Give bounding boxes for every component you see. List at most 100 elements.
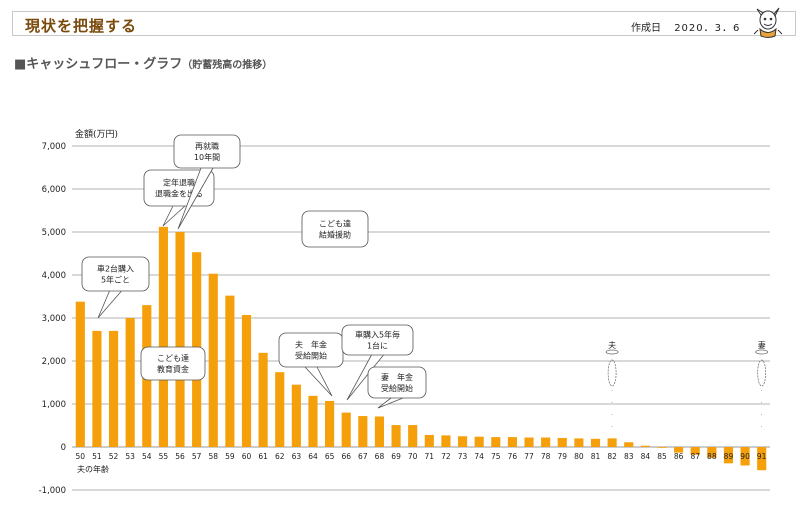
section-title: ■キャッシュフロー・グラフ（貯蓄残高の推移）	[14, 53, 272, 72]
annotation-label: 再就職 10年間	[194, 141, 220, 162]
bar	[408, 425, 418, 447]
bar	[491, 437, 501, 447]
x-tick-label: 84	[641, 452, 651, 461]
x-tick-label: 56	[175, 452, 185, 461]
x-tick-label: 65	[325, 452, 335, 461]
y-tick-label: 7,000	[42, 142, 66, 152]
x-tick-label: 82	[607, 452, 617, 461]
bar	[541, 437, 551, 447]
annotation-box	[301, 210, 369, 248]
bar	[723, 447, 734, 464]
bar	[308, 395, 318, 447]
annotation-label: 夫 年金受給開始	[295, 340, 327, 361]
bar	[358, 416, 368, 447]
bar	[690, 447, 700, 455]
marker-halo	[605, 349, 619, 355]
created-date: 2020．3．6	[674, 23, 741, 34]
annotation-label: 車購入5年毎 1台に	[355, 330, 400, 351]
bar	[374, 416, 385, 447]
annotation-label: こども達教育資金	[157, 353, 189, 374]
created-label: 作成日	[631, 23, 661, 34]
bar	[707, 447, 717, 458]
x-tick-label: 54	[142, 452, 152, 461]
x-tick-label: 81	[591, 452, 601, 461]
bar	[175, 232, 185, 447]
bar	[258, 352, 268, 447]
annotation-label: 車2台購入 5年ごと	[97, 264, 134, 285]
x-tick-label: 74	[474, 452, 484, 461]
x-tick-label: 68	[375, 452, 385, 461]
x-axis-label: 夫の年齢	[77, 465, 109, 474]
annotation-box	[140, 346, 206, 381]
x-tick-label: 91	[757, 452, 767, 461]
x-tick-label: 78	[541, 452, 551, 461]
x-tick-label: 61	[258, 452, 268, 461]
callout-pointer	[162, 205, 186, 227]
x-tick-label: 88	[707, 452, 717, 461]
marker-body	[607, 359, 617, 387]
bar	[75, 301, 85, 447]
bar	[92, 330, 102, 447]
page-title: 現状を把握する	[25, 17, 138, 35]
y-tick-label: 0	[61, 443, 66, 453]
x-tick-label: 51	[92, 452, 102, 461]
bar	[757, 447, 767, 471]
y-tick-label: 5,000	[42, 228, 66, 238]
x-tick-label: 75	[491, 452, 501, 461]
bar	[391, 425, 401, 447]
x-tick-label: 86	[674, 452, 684, 461]
x-tick-label: 73	[458, 452, 468, 461]
x-tick-label: 89	[724, 452, 734, 461]
bar	[740, 447, 750, 466]
x-tick-label: 66	[341, 452, 351, 461]
callout-pointer	[377, 397, 404, 409]
x-tick-label: 72	[441, 452, 451, 461]
bar	[624, 442, 634, 447]
annotation-box	[367, 366, 427, 399]
x-tick-label: 69	[391, 452, 401, 461]
bar	[424, 434, 434, 447]
annotation-box	[81, 256, 150, 292]
bar	[507, 437, 517, 447]
bar	[640, 445, 650, 447]
x-tick-label: 80	[574, 452, 584, 461]
x-tick-label: 50	[76, 452, 86, 461]
marker-body	[757, 359, 767, 387]
bar	[607, 438, 617, 447]
annotation-label: 定年退職退職金を出る	[155, 178, 203, 199]
bar	[524, 437, 534, 447]
section-title-main: ■キャッシュフロー・グラフ	[14, 57, 183, 72]
y-tick-label: 6,000	[42, 185, 66, 195]
x-tick-label: 58	[208, 452, 218, 461]
bar	[108, 330, 119, 447]
bar	[557, 437, 567, 447]
x-tick-label: 62	[275, 452, 285, 461]
y-tick-label: 2,000	[42, 357, 66, 367]
x-tick-label: 60	[242, 452, 252, 461]
x-tick-label: 79	[557, 452, 567, 461]
marker-label: 夫	[608, 340, 616, 350]
section-subtitle: （貯蓄残高の推移）	[182, 60, 273, 71]
x-tick-label: 90	[740, 452, 750, 461]
bar	[291, 384, 301, 447]
y-tick-label: 4,000	[42, 271, 66, 281]
marker-halo	[755, 349, 769, 355]
bar	[341, 412, 351, 447]
x-tick-label: 64	[308, 452, 318, 461]
bar	[574, 438, 584, 447]
bar	[457, 436, 468, 447]
bar	[125, 318, 135, 447]
annotation-box	[173, 134, 241, 169]
bar	[325, 400, 335, 447]
y-tick-label: 1,000	[42, 400, 66, 410]
bar	[241, 314, 252, 447]
x-tick-label: 71	[425, 452, 435, 461]
x-tick-label: 57	[192, 452, 202, 461]
x-tick-label: 59	[225, 452, 235, 461]
x-tick-label: 76	[508, 452, 518, 461]
bar	[208, 273, 218, 447]
bar	[441, 435, 451, 447]
annotation-box	[341, 324, 414, 356]
callout-pointer	[97, 290, 122, 319]
mascot-icon	[753, 7, 783, 38]
